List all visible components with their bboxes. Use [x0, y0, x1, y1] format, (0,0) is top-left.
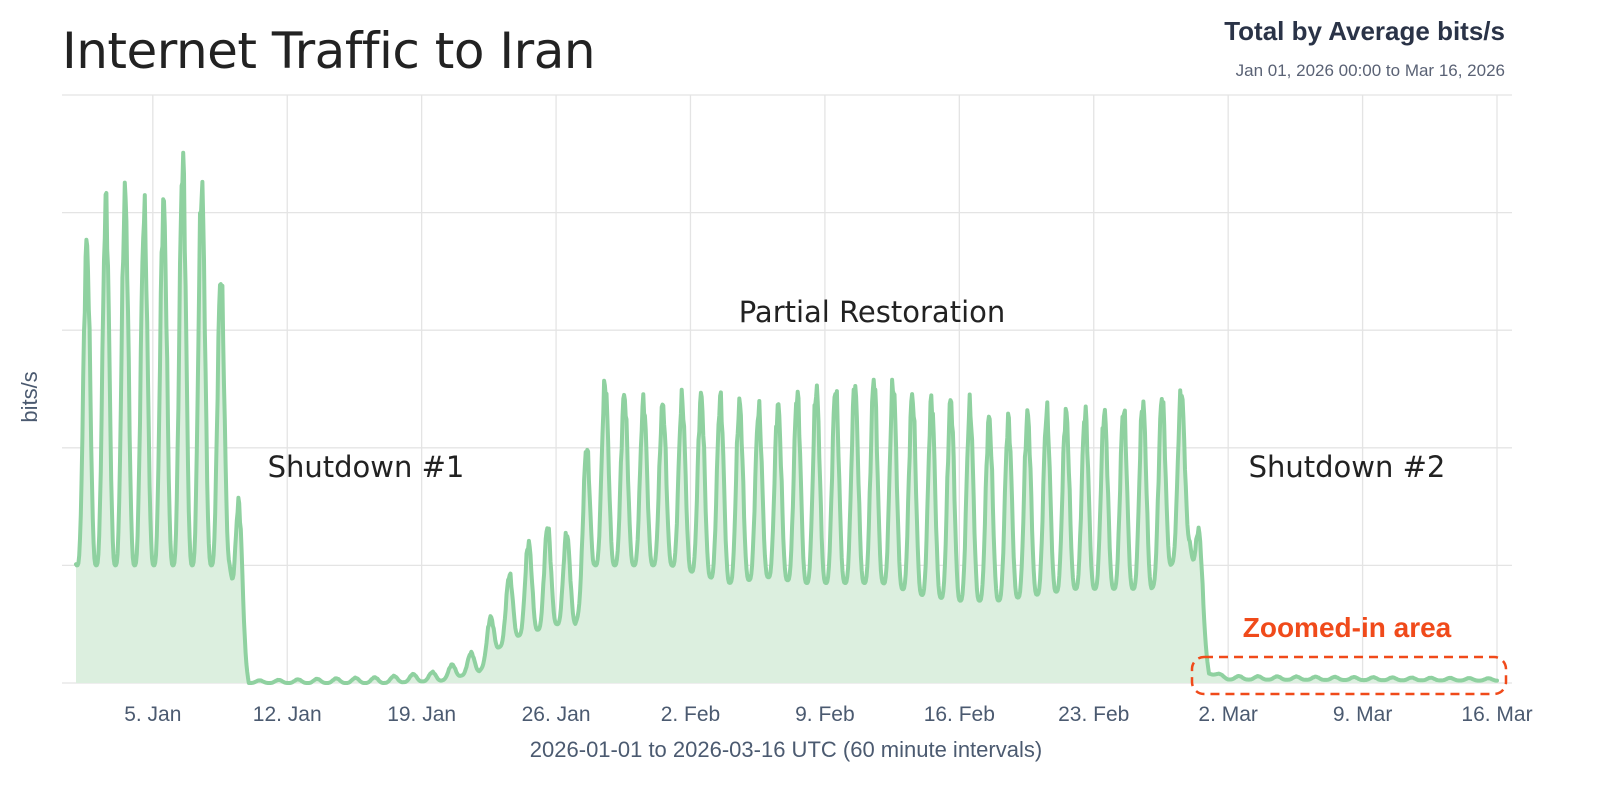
chart-title: Internet Traffic to Iran: [62, 22, 596, 80]
x-axis-label: 2026-01-01 to 2026-03-16 UTC (60 minute …: [530, 737, 1042, 762]
y-axis-label: bits/s: [17, 371, 42, 422]
x-tick-label: 26. Jan: [522, 703, 591, 726]
x-tick-label: 23. Feb: [1058, 703, 1129, 726]
annotation-shutdown-1: Shutdown #1: [268, 450, 465, 484]
x-axis-ticks: 5. Jan 12. Jan 19. Jan 26. Jan 2. Feb 9. Feb 1…: [124, 703, 1532, 726]
x-tick-label: 2. Mar: [1198, 703, 1258, 726]
grid-lines: [62, 94, 1512, 684]
traffic-line-series: [74, 150, 1499, 685]
x-tick-label: 16. Feb: [924, 703, 995, 726]
summary-metric: Total by Average bits/s: [1224, 16, 1505, 46]
annotation-shutdown-2: Shutdown #2: [1249, 450, 1446, 484]
x-tick-label: 19. Jan: [387, 703, 456, 726]
x-tick-label: 12. Jan: [253, 703, 322, 726]
traffic-area-fill: [76, 152, 1497, 684]
x-tick-label: 5. Jan: [124, 703, 181, 726]
x-tick-label: 9. Feb: [795, 703, 855, 726]
zoomed-in-area-highlight: [1190, 655, 1508, 696]
x-tick-label: 9. Mar: [1333, 703, 1393, 726]
x-tick-label: 16. Mar: [1461, 703, 1532, 726]
annotation-partial-restoration: Partial Restoration: [739, 295, 1006, 329]
x-tick-label: 2. Feb: [661, 703, 721, 726]
summary-panel: Total by Average bits/s Jan 01, 2026 00:…: [1224, 16, 1505, 81]
summary-date-range: Jan 01, 2026 00:00 to Mar 16, 2026: [1235, 61, 1505, 80]
annotation-zoomed-in-area: Zoomed-in area: [1243, 612, 1452, 643]
